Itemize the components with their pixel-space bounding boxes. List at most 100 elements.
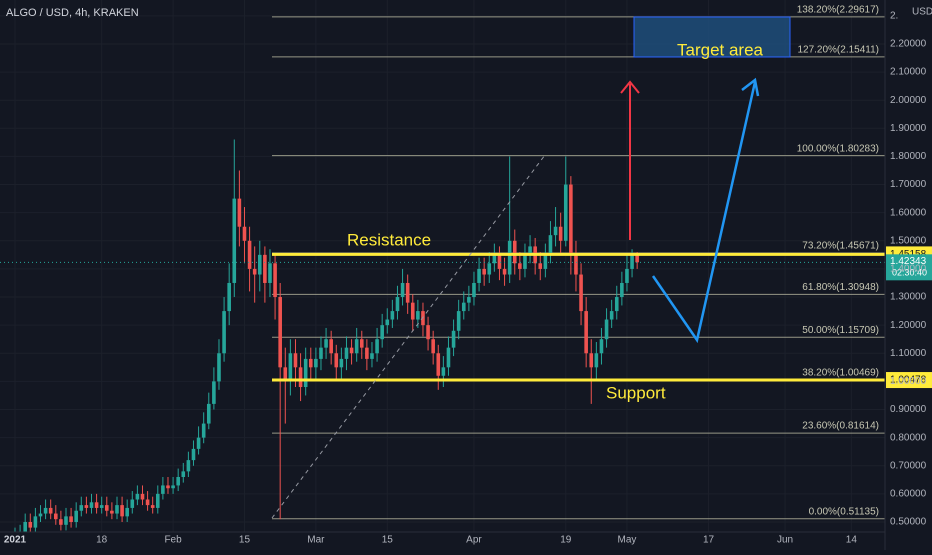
candle-body bbox=[303, 358, 308, 388]
candle-body bbox=[176, 476, 180, 486]
candle-body bbox=[110, 510, 114, 514]
candle-body bbox=[614, 297, 619, 312]
x-tick-label: May bbox=[618, 535, 637, 546]
candle-body bbox=[268, 263, 272, 283]
candle-body bbox=[232, 198, 237, 283]
trend-line bbox=[271, 154, 546, 519]
candle-body bbox=[130, 499, 135, 508]
candle-body bbox=[512, 240, 517, 264]
countdown: 02:30:40 bbox=[892, 268, 927, 278]
price-tag-label: 1.00478 bbox=[890, 375, 927, 386]
candle-body bbox=[33, 516, 38, 528]
candle-body bbox=[563, 184, 568, 241]
candle-body bbox=[319, 347, 323, 359]
candle-body bbox=[293, 353, 298, 368]
last-price-tag bbox=[886, 254, 932, 281]
target-label: Target area bbox=[677, 40, 764, 59]
candle-body bbox=[79, 505, 84, 511]
candle-body bbox=[502, 268, 507, 275]
candle-body bbox=[604, 319, 609, 340]
price-tag bbox=[886, 372, 932, 389]
candle-body bbox=[461, 302, 466, 312]
y-tick-label: 0.70000 bbox=[890, 460, 927, 471]
candle-body bbox=[186, 460, 191, 472]
projection-arrow-head bbox=[741, 77, 760, 97]
candle-body bbox=[181, 471, 186, 477]
candle-body bbox=[191, 448, 196, 461]
candle-body bbox=[69, 516, 73, 522]
candle-body bbox=[145, 499, 150, 506]
candle-body bbox=[53, 513, 58, 520]
candle-body bbox=[518, 263, 522, 269]
y-tick-label: 2.10000 bbox=[890, 67, 927, 78]
red-arrow-head bbox=[620, 80, 640, 94]
currency-badge bbox=[900, 4, 930, 20]
x-tick-label: Feb bbox=[164, 535, 182, 546]
chart-title: ALGO / USD, 4h, KRAKEN bbox=[6, 7, 139, 19]
x-tick-label: 18 bbox=[96, 535, 108, 546]
candle-body bbox=[161, 485, 165, 494]
candle-body bbox=[206, 403, 211, 424]
candle-body bbox=[150, 505, 155, 508]
candle-body bbox=[400, 282, 405, 298]
candle-body bbox=[426, 325, 430, 340]
candle-body bbox=[589, 353, 594, 368]
x-tick-label: 15 bbox=[382, 535, 394, 546]
candle-body bbox=[135, 493, 140, 500]
candle-body bbox=[120, 505, 124, 517]
y-tick-label: 0.80000 bbox=[890, 432, 927, 443]
candle-body bbox=[635, 254, 639, 263]
candle-body bbox=[171, 485, 175, 489]
candle-body bbox=[569, 184, 573, 255]
y-tick-label: 1.00000 bbox=[890, 376, 927, 387]
fib-label: 138.20%(2.29617) bbox=[797, 5, 879, 16]
y-tick-label: 0.50000 bbox=[890, 517, 927, 528]
candle-body bbox=[390, 311, 395, 320]
candle-body bbox=[237, 198, 242, 227]
candle-body bbox=[405, 282, 410, 303]
candle-body bbox=[59, 519, 63, 525]
candle-body bbox=[48, 507, 53, 514]
candle-body bbox=[507, 240, 512, 275]
candle-body bbox=[579, 274, 583, 312]
candle-body bbox=[482, 268, 486, 275]
resistance-label: Resistance bbox=[347, 230, 431, 249]
candle-body bbox=[349, 347, 354, 354]
candle-body bbox=[324, 339, 328, 348]
candle-body bbox=[257, 254, 262, 275]
last-price-label: 1.42343 bbox=[890, 256, 927, 267]
x-tick-label: 17 bbox=[703, 535, 715, 546]
x-tick-label: Apr bbox=[466, 535, 482, 546]
candle-body bbox=[431, 339, 435, 354]
y-tick-label: 1.50000 bbox=[890, 235, 927, 246]
candle-body bbox=[451, 330, 456, 348]
candle-body bbox=[354, 339, 359, 354]
candle-body bbox=[538, 263, 543, 269]
candle-body bbox=[467, 297, 471, 303]
candle-body bbox=[23, 521, 27, 532]
candle-body bbox=[242, 226, 247, 241]
candle-body bbox=[339, 358, 344, 368]
fib-label: 50.00%(1.15709) bbox=[802, 325, 879, 336]
projection-path bbox=[651, 81, 757, 344]
candle-body bbox=[247, 240, 252, 269]
candle-body bbox=[125, 507, 129, 517]
y-tick-label: 1.60000 bbox=[890, 207, 927, 218]
target-box bbox=[633, 16, 791, 58]
fib-label: 100.00%(1.80283) bbox=[797, 143, 879, 154]
candle-body bbox=[574, 254, 578, 275]
candle-body bbox=[212, 381, 216, 404]
candle-body bbox=[416, 311, 420, 320]
candle-body bbox=[528, 246, 532, 255]
candle-body bbox=[477, 268, 481, 283]
candle-body bbox=[620, 282, 624, 298]
candle-body bbox=[94, 502, 99, 508]
candle-body bbox=[365, 347, 369, 359]
y-tick-label: 1.90000 bbox=[890, 123, 927, 134]
x-tick-label: Jun bbox=[777, 535, 793, 546]
candle-body bbox=[441, 367, 446, 376]
x-tick-label: Mar bbox=[307, 535, 325, 546]
x-tick-label: 19 bbox=[560, 535, 572, 546]
candle-body bbox=[385, 319, 390, 326]
